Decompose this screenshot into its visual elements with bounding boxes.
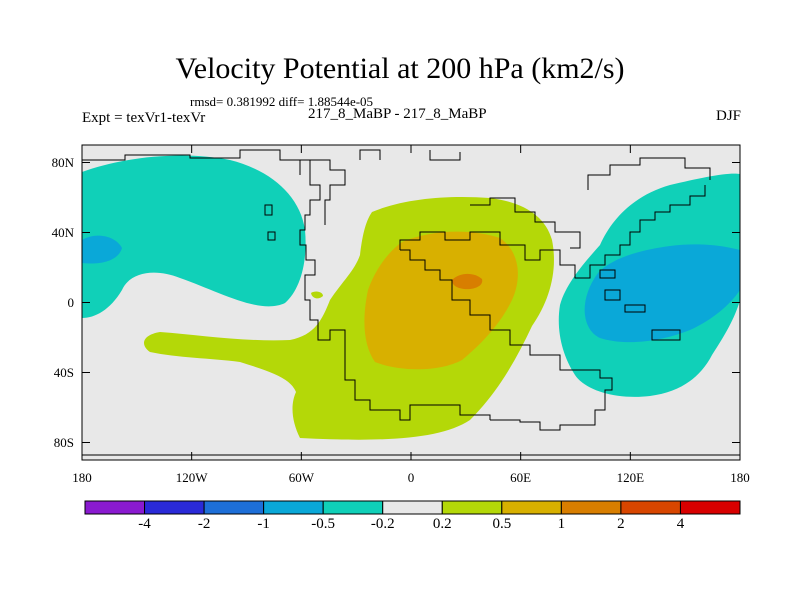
colorbar-swatch [322,500,384,515]
colorbar-label: 0.5 [492,516,512,532]
stats-text: rmsd= 0.381992 diff= 1.88544e-05 [190,94,374,109]
colorbar-swatch [620,500,681,515]
colorbar-swatch [84,500,146,515]
colorbar-label: -4 [138,516,151,532]
colorbar-label: 4 [676,516,685,532]
colorbar-label: 1 [557,516,566,532]
experiment-label: Expt = texVr1-texVr [82,110,206,126]
contour-africa-orange [364,231,518,370]
cases-label: 217_8_MaBP - 217_8_MaBP [308,106,487,122]
colorbar-swatch [501,500,562,515]
y-tick-label: 40N [51,224,74,240]
colorbar-label: -0.5 [311,516,336,532]
chart-title: Velocity Potential at 200 hPa (km2/s) [175,52,625,85]
season-label: DJF [715,108,741,124]
contour-africa-max [452,273,483,290]
x-tick-label: 120E [616,470,645,485]
colorbar-label: -1 [257,516,270,532]
axis-ticks [81,145,741,460]
colorbar-label: -0.2 [370,516,395,532]
x-tick-label: 60E [510,470,532,485]
x-tick-label: 120W [175,470,208,485]
colorbar-swatch [441,500,503,515]
contour-west-pacific-cyan [82,235,122,264]
colorbar-swatch [263,500,324,515]
colorbar-label: 0.2 [432,516,452,532]
colorbar-swatch [382,500,443,515]
colorbar-label: -2 [197,516,211,532]
colorbar [84,500,741,515]
colorbar-swatch [679,500,741,515]
x-tick-label: 60W [288,470,314,485]
contour-west-pacific-teal [82,155,306,318]
colorbar-swatch [144,500,205,515]
y-tick-label: 80N [51,154,74,170]
x-tick-label: 180 [730,470,750,485]
colorbar-swatch [203,500,265,515]
x-tick-label: 0 [407,470,415,485]
colorbar-label: 2 [617,516,625,532]
y-tick-label: 80S [53,434,74,450]
y-tick-label: 0 [67,294,75,310]
contour-east-cyan [584,244,740,343]
colorbar-swatch [560,500,622,515]
x-tick-label: 180 [72,470,92,485]
contour-small-green-blob [311,291,323,299]
y-tick-label: 40S [53,364,74,380]
